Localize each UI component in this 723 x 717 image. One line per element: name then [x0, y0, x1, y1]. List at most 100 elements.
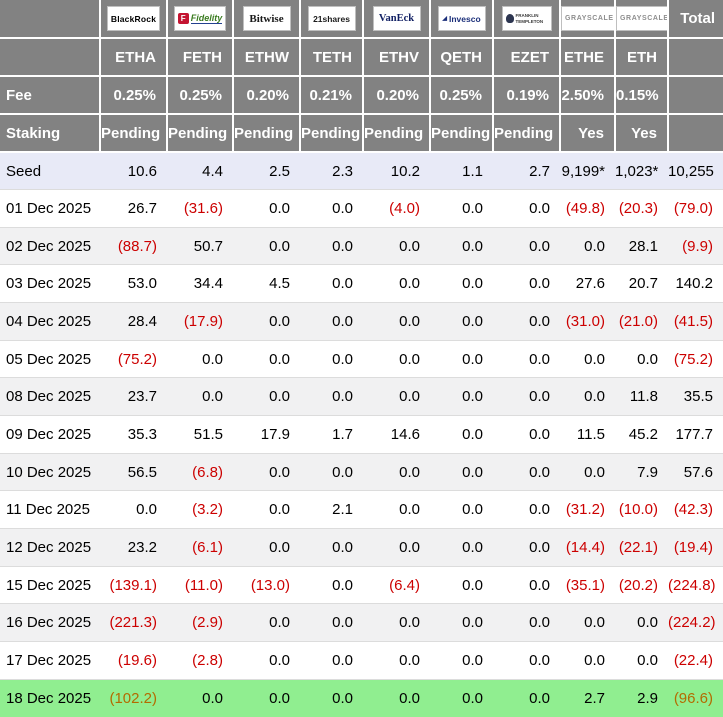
table-row: 03 Dec 2025 53.0 34.4 4.5 0.0 0.0 0.0 0.0 27.6 20… — [0, 264, 723, 304]
value-cell: 0.0 — [615, 603, 668, 643]
value-cell: (31.2) — [560, 490, 615, 530]
ticker-cell: EZET — [493, 38, 561, 77]
value-cell: 0.0 — [560, 453, 615, 492]
table-header: BlackRock F Fidelity Bitwise 21shares Van… — [0, 0, 723, 153]
table-row: 09 Dec 2025 35.3 51.5 17.9 1.7 14.6 0.0 0.0 11.5… — [0, 415, 723, 454]
total-cell: 35.5 — [668, 377, 723, 417]
total-cell: 10,255 — [668, 152, 723, 191]
date-label: 12 Dec 2025 — [0, 528, 100, 567]
value-cell: 0.0 — [493, 377, 560, 417]
ticker-cell: TETH — [300, 38, 364, 77]
fee-cell: 0.21% — [300, 76, 364, 115]
invesco-triangle-icon: ◢ — [442, 16, 447, 22]
value-cell: 0.0 — [300, 603, 363, 643]
value-cell: 0.0 — [493, 415, 560, 454]
value-cell: 0.0 — [363, 453, 430, 492]
fee-cell: 0.15% — [615, 76, 669, 115]
value-cell: 0.0 — [300, 227, 363, 266]
ticker-cell: QETH — [430, 38, 494, 77]
fee-cell: 0.19% — [493, 76, 561, 115]
logo-cell: Grayscale — [560, 0, 616, 39]
value-cell: 0.0 — [615, 340, 668, 379]
value-cell: 0.0 — [167, 679, 233, 717]
value-cell: 0.0 — [493, 340, 560, 379]
value-cell: 1,023* — [615, 152, 668, 191]
value-cell: 0.0 — [493, 528, 560, 567]
value-cell: 0.0 — [233, 377, 300, 417]
blank-cell — [668, 114, 723, 153]
total-cell: 140.2 — [668, 264, 723, 304]
franklin-head-icon — [505, 14, 514, 23]
total-cell: (96.6) — [668, 679, 723, 717]
value-cell: (221.3) — [100, 603, 167, 643]
value-cell: (17.9) — [167, 302, 233, 341]
date-label: 09 Dec 2025 — [0, 415, 100, 454]
value-cell: 0.0 — [300, 264, 363, 304]
value-cell: (2.9) — [167, 603, 233, 643]
value-cell: 0.0 — [430, 641, 493, 680]
table-row: 15 Dec 2025 (139.1) (11.0) (13.0) 0.0 (6.4) 0.… — [0, 566, 723, 605]
value-cell: 34.4 — [167, 264, 233, 304]
value-cell: (49.8) — [560, 189, 615, 228]
value-cell: 2.7 — [560, 679, 615, 717]
logo-cell: ◢ Invesco — [430, 0, 494, 39]
value-cell: 28.4 — [100, 302, 167, 341]
value-cell: 0.0 — [233, 340, 300, 379]
total-cell: 177.7 — [668, 415, 723, 454]
value-cell: 0.0 — [300, 189, 363, 228]
value-cell: 4.5 — [233, 264, 300, 304]
fee-cell: 0.20% — [363, 76, 431, 115]
value-cell: 0.0 — [233, 641, 300, 680]
blank-cell — [668, 38, 723, 77]
value-cell: 0.0 — [430, 566, 493, 605]
value-cell: (3.2) — [167, 490, 233, 530]
blackrock-logo: BlackRock — [106, 6, 161, 31]
value-cell: 0.0 — [167, 377, 233, 417]
value-cell: (22.1) — [615, 528, 668, 567]
total-cell: (41.5) — [668, 302, 723, 341]
value-cell: 45.2 — [615, 415, 668, 454]
value-cell: 0.0 — [560, 377, 615, 417]
value-cell: 0.0 — [493, 566, 560, 605]
value-cell: 17.9 — [233, 415, 300, 454]
table-row: 16 Dec 2025 (221.3) (2.9) 0.0 0.0 0.0 0.0 0.0 0.… — [0, 603, 723, 643]
table-row: Seed 10.6 4.4 2.5 2.3 10.2 1.1 2.7 9,199* 1,023* 1… — [0, 152, 723, 191]
value-cell: (4.0) — [363, 189, 430, 228]
total-cell: (42.3) — [668, 490, 723, 530]
value-cell: 28.1 — [615, 227, 668, 266]
table-row: 12 Dec 2025 23.2 (6.1) 0.0 0.0 0.0 0.0 0.0 (14.4… — [0, 528, 723, 567]
value-cell: 0.0 — [430, 227, 493, 266]
value-cell: 23.2 — [100, 528, 167, 567]
value-cell: (19.6) — [100, 641, 167, 680]
total-cell: (75.2) — [668, 340, 723, 379]
value-cell: 0.0 — [560, 603, 615, 643]
fee-row-label: Fee — [0, 76, 101, 115]
total-cell: (22.4) — [668, 641, 723, 680]
date-label: 15 Dec 2025 — [0, 566, 100, 605]
value-cell: 0.0 — [615, 641, 668, 680]
value-cell: 0.0 — [233, 302, 300, 341]
value-cell: (20.3) — [615, 189, 668, 228]
fidelity-logo: F Fidelity — [173, 6, 227, 31]
value-cell: 0.0 — [167, 340, 233, 379]
fee-cell: 2.50% — [560, 76, 616, 115]
fee-cell: 0.25% — [430, 76, 494, 115]
value-cell: 4.4 — [167, 152, 233, 191]
value-cell: 0.0 — [233, 679, 300, 717]
fee-row: Fee 0.25% 0.25% 0.20% 0.21% 0.20% 0.25% … — [0, 76, 723, 115]
value-cell: 0.0 — [560, 641, 615, 680]
value-cell: 35.3 — [100, 415, 167, 454]
value-cell: 0.0 — [233, 453, 300, 492]
total-cell: (79.0) — [668, 189, 723, 228]
21shares-logo: 21shares — [307, 6, 356, 31]
total-cell: (9.9) — [668, 227, 723, 266]
value-cell: 2.7 — [493, 152, 560, 191]
blank-cell — [668, 76, 723, 115]
logo-cell: Bitwise — [233, 0, 301, 39]
date-label: 01 Dec 2025 — [0, 189, 100, 228]
value-cell: (88.7) — [100, 227, 167, 266]
value-cell: 0.0 — [430, 490, 493, 530]
logo-cell: BlackRock — [100, 0, 168, 39]
value-cell: (75.2) — [100, 340, 167, 379]
